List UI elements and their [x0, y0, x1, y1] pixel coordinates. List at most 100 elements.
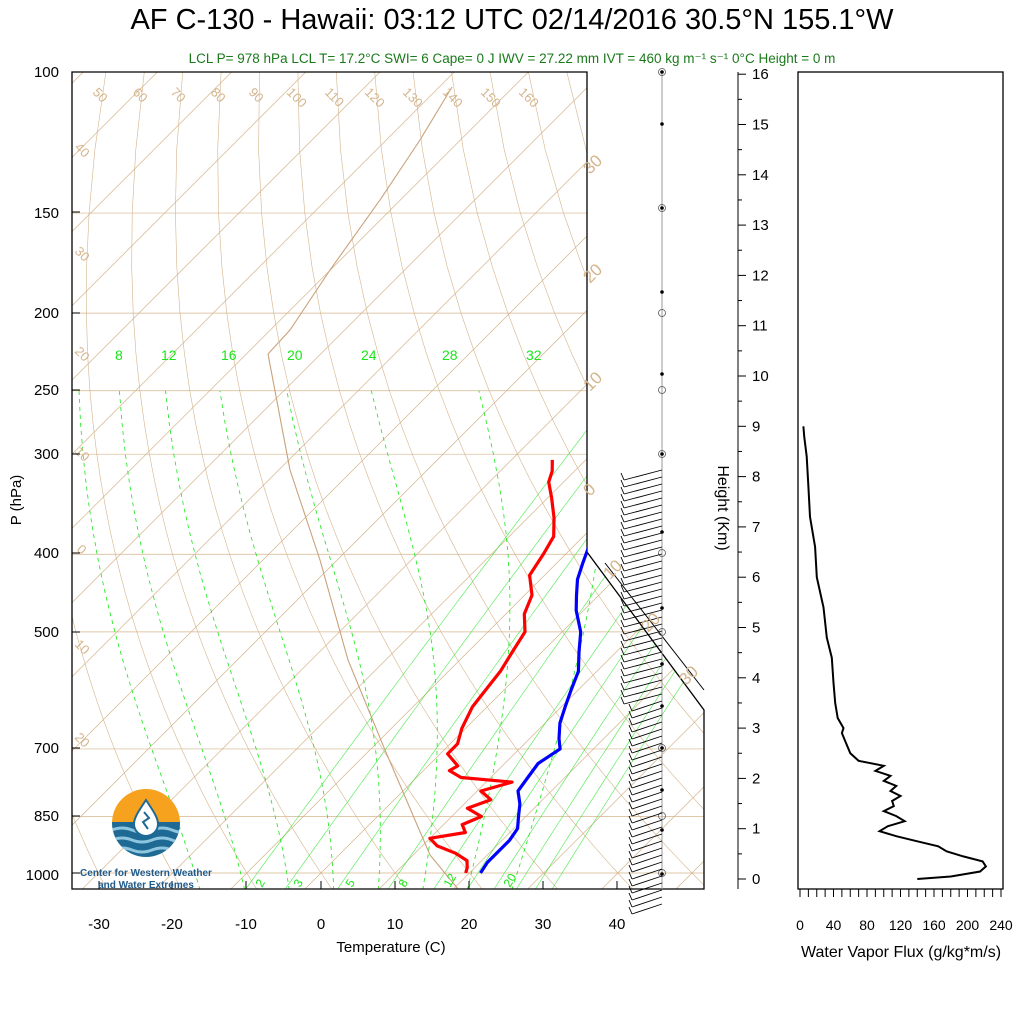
temperature-axis: -30 -20 -10 0 10 20 30 40 Temperature (C…: [88, 881, 625, 956]
moist-adiabat-line: [219, 390, 335, 889]
wind-barb-flag: [620, 486, 625, 495]
wind-level-dot: [660, 872, 664, 876]
wind-barb-flag: [628, 850, 633, 859]
wind-barb: [623, 525, 663, 537]
pressure-tick: 100: [34, 64, 59, 81]
dry-adiabat-line: [797, 72, 1024, 890]
moist-adiabat-line: [511, 390, 607, 889]
mixing-ratio-line: [534, 390, 704, 889]
mixing-ratio-label: 28: [442, 347, 458, 363]
wind-barb-flag: [628, 808, 633, 817]
wind-barb: [623, 616, 663, 628]
wind-barb-flag: [620, 682, 625, 691]
flux-tick: 120: [889, 917, 913, 933]
wind-barb: [631, 805, 663, 817]
mixing-ratio-line: [387, 390, 704, 889]
wind-barb-flag: [620, 647, 625, 656]
wind-barb: [623, 567, 663, 579]
dry-adiabat-line: [297, 72, 634, 889]
height-tick: 12: [752, 267, 769, 284]
wind-barb-flag: [620, 535, 625, 544]
dry-adiabat-line: [175, 72, 408, 889]
wind-barb-flag: [620, 507, 625, 516]
wind-barb: [631, 798, 663, 810]
mixing-ratio-labels: 8 12 16 20 24 28 32 2 3 5 8 12 20: [115, 347, 542, 890]
mixing-ratio-line: [493, 390, 704, 889]
mixing-ratio-label: 16: [221, 347, 237, 363]
wind-level-dot: [660, 70, 664, 74]
wind-barb-flag: [620, 514, 625, 523]
wind-barb-flag: [628, 864, 633, 873]
isotherm-label: 30: [579, 151, 606, 178]
wind-barb: [623, 672, 663, 684]
isotherm-label: 20: [579, 260, 606, 287]
isotherm-label: 20: [72, 344, 93, 365]
height-tick: 2: [752, 770, 760, 787]
moist-adiabat-line: [119, 390, 246, 889]
isotherm-label: 140: [440, 85, 466, 111]
wind-level-dot: [660, 606, 664, 610]
wind-barb: [631, 854, 663, 866]
wind-barb-flag: [620, 612, 625, 621]
height-tick: 16: [752, 66, 769, 83]
height-tick: 7: [752, 519, 760, 536]
height-tick: 0: [752, 871, 760, 888]
wind-barb-flag: [620, 591, 625, 600]
wind-barb-flag: [620, 472, 625, 481]
temperature-trace: [428, 459, 556, 874]
pressure-tick: 850: [34, 808, 59, 825]
isotherm-label: 0: [579, 480, 599, 500]
mixing-ratio-label: 3: [290, 876, 306, 889]
height-tick: 10: [752, 368, 769, 385]
wind-barb-flag: [628, 878, 633, 887]
wind-barb: [631, 749, 663, 761]
wind-barb-flag: [620, 626, 625, 635]
wind-barb-flag: [620, 654, 625, 663]
wind-barb-flag: [628, 815, 633, 824]
wind-barb: [631, 763, 663, 775]
wind-barb: [631, 700, 663, 712]
sounding-traces: [428, 459, 625, 874]
wind-level-dot: [660, 828, 664, 832]
isotherm-line: [72, 72, 381, 889]
moist-adiabat-line: [466, 390, 511, 889]
dry-adiabat-line: [131, 72, 333, 889]
wind-barb-flag: [620, 549, 625, 558]
flux-axis-label: Water Vapor Flux (g/kg*m/s): [801, 944, 1001, 961]
wind-barb-flag: [620, 521, 625, 530]
hodograph-cut-line: [604, 562, 705, 691]
mixing-ratio-label: 24: [361, 347, 377, 363]
wind-level-ring: [658, 386, 666, 394]
temperature-tick: -30: [88, 916, 110, 933]
wind-barb-flag: [620, 500, 625, 509]
wind-barb-flag: [620, 696, 625, 705]
wind-barb: [631, 714, 663, 726]
mixing-ratio-label: 32: [526, 347, 542, 363]
wind-barb: [623, 602, 663, 614]
mixing-ratio-label: 12: [161, 347, 177, 363]
wind-barb-flag: [628, 787, 633, 796]
pressure-tick: 400: [34, 545, 59, 562]
temperature-tick: 30: [535, 916, 552, 933]
sounding-indices: LCL P= 978 hPa LCL T= 17.2°C SWI= 6 Cape…: [188, 51, 836, 66]
wind-barb: [631, 882, 663, 894]
mixing-ratio-line: [515, 390, 704, 889]
wind-barb-flag: [628, 703, 633, 712]
isotherm-label: 150: [478, 85, 504, 111]
wind-barb: [631, 826, 663, 838]
skew-t-background: [72, 72, 1024, 890]
mixing-ratio-label: 8: [115, 347, 123, 363]
moist-adiabat-line: [286, 390, 381, 889]
wind-barb: [623, 518, 663, 530]
isotherm-line: [72, 72, 704, 889]
height-tick: 4: [752, 670, 760, 687]
wind-barb-flag: [628, 780, 633, 789]
wind-barb-flag: [628, 710, 633, 719]
wind-barb: [623, 497, 663, 509]
height-tick: 5: [752, 620, 760, 637]
mixing-ratio-label: 20: [500, 871, 519, 890]
isotherm-label: 120: [362, 85, 388, 111]
height-tick: 13: [752, 217, 769, 234]
dry-adiabat-line: [258, 72, 559, 889]
